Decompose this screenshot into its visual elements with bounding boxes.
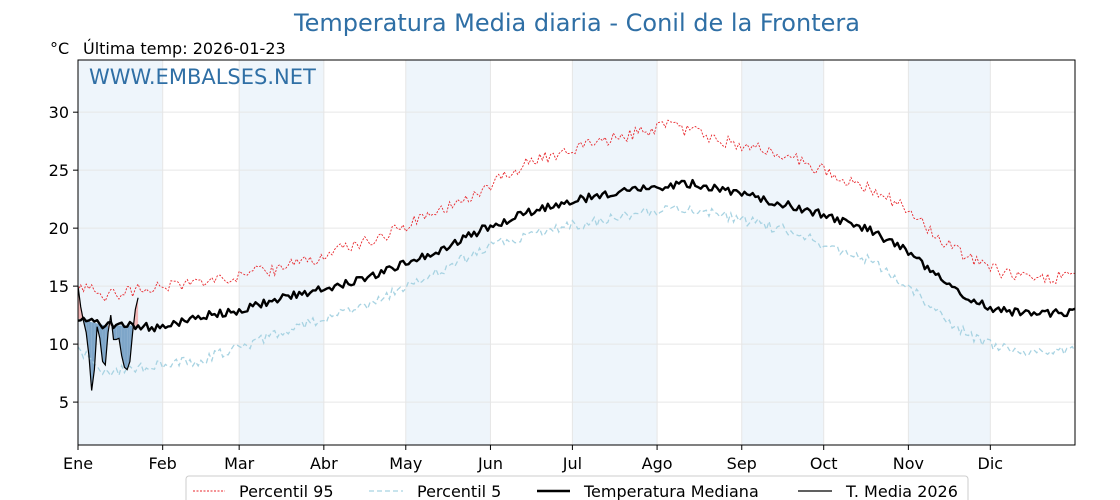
x-tick-label: Sep bbox=[727, 454, 757, 473]
unit-label: °C bbox=[50, 39, 69, 58]
y-tick-label: 30 bbox=[49, 103, 69, 122]
x-tick-label: Ene bbox=[63, 454, 93, 473]
y-axis: 5 10 15 20 25 30 bbox=[49, 103, 78, 412]
plot-area bbox=[77, 59, 1076, 446]
p5-line bbox=[77, 203, 1076, 378]
x-tick-label: Ago bbox=[642, 454, 673, 473]
x-tick-label: Nov bbox=[893, 454, 924, 473]
below-median-fill bbox=[127, 325, 130, 370]
legend-box bbox=[185, 475, 969, 500]
watermark: WWW.EMBALSES.NET bbox=[89, 65, 316, 89]
x-tick-label: Jul bbox=[562, 454, 582, 473]
below-median-fill bbox=[88, 321, 92, 391]
month-shade bbox=[741, 60, 824, 445]
x-tick-label: Jun bbox=[477, 454, 503, 473]
x-tick-label: Dic bbox=[978, 454, 1004, 473]
legend-label-median: Temperatura Mediana bbox=[583, 482, 759, 500]
current-year-line bbox=[77, 286, 139, 391]
last-temp-label: Última temp: 2026-01-23 bbox=[83, 39, 286, 58]
month-shade bbox=[405, 60, 491, 445]
plot-frame bbox=[77, 59, 1076, 446]
x-tick-label: Abr bbox=[310, 454, 338, 473]
p95-line bbox=[77, 119, 1076, 302]
month-shade bbox=[908, 60, 991, 445]
month-shades bbox=[78, 60, 991, 445]
legend-label-p5: Percentil 5 bbox=[417, 482, 501, 500]
x-tick-label: Mar bbox=[224, 454, 255, 473]
x-tick-label: May bbox=[389, 454, 422, 473]
below-median-fill bbox=[116, 325, 119, 340]
y-tick-label: 25 bbox=[49, 161, 69, 180]
y-tick-label: 15 bbox=[49, 277, 69, 296]
below-median-fill bbox=[102, 324, 106, 365]
month-shade bbox=[572, 60, 658, 445]
month-shade bbox=[78, 60, 163, 445]
y-tick-label: 20 bbox=[49, 219, 69, 238]
month-shade bbox=[239, 60, 324, 445]
legend-label-p95: Percentil 95 bbox=[239, 482, 334, 500]
legend: Percentil 95 Percentil 5 Temperatura Med… bbox=[185, 475, 969, 500]
y-tick-label: 10 bbox=[49, 335, 69, 354]
x-tick-label: Feb bbox=[149, 454, 177, 473]
below-median-fill bbox=[113, 325, 117, 340]
y-tick-label: 5 bbox=[59, 393, 69, 412]
above-median-fill bbox=[135, 297, 139, 327]
x-axis: Ene Feb Mar Abr May Jun Jul Ago Sep Oct Nov Dic bbox=[63, 445, 1003, 473]
below-median-fill bbox=[124, 325, 128, 370]
median-line bbox=[77, 178, 1076, 333]
x-tick-label: Oct bbox=[810, 454, 838, 473]
legend-label-current: T. Media 2026 bbox=[845, 482, 958, 500]
grid-lines bbox=[78, 60, 1075, 445]
chart-title: Temperatura Media diaria - Conil de la F… bbox=[293, 9, 860, 37]
